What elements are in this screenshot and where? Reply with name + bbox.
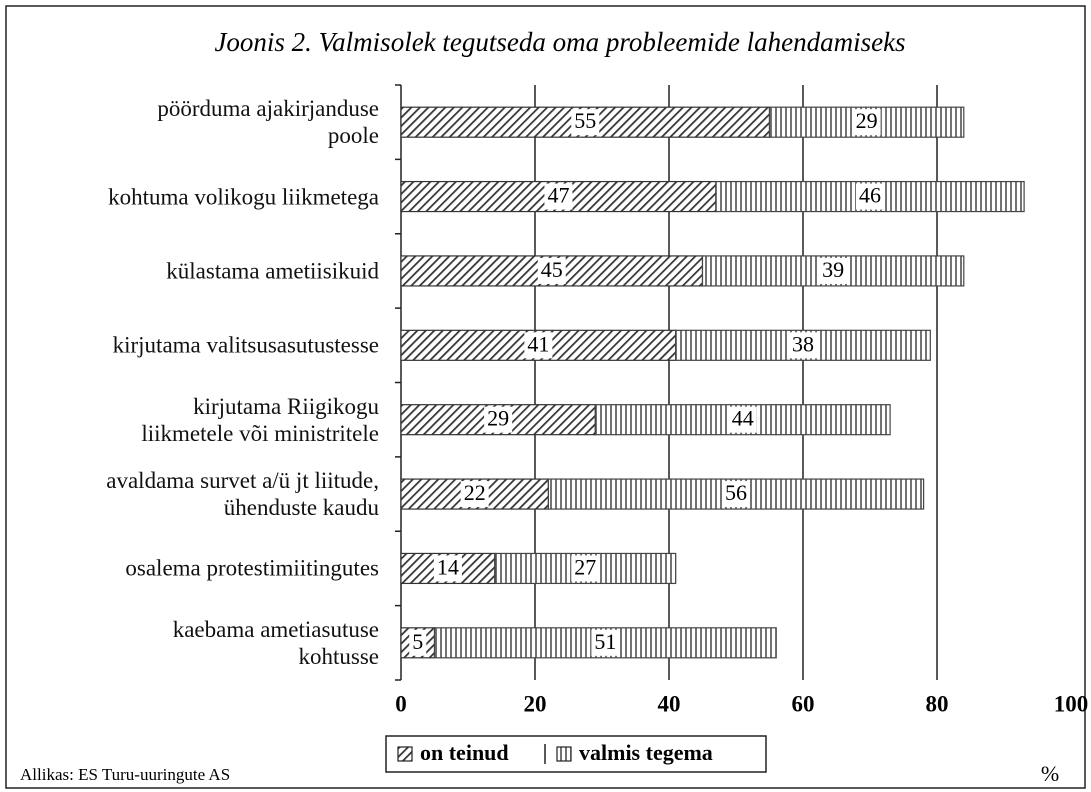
value-label: 39: [822, 257, 844, 282]
x-tick-label: 100: [1054, 691, 1089, 716]
value-label-bg: [591, 629, 620, 656]
value-label: 5: [412, 629, 423, 654]
value-label: 44: [732, 406, 754, 431]
value-label-bg: [722, 481, 750, 508]
value-label-bg: [484, 406, 513, 433]
value-label-bg: [524, 332, 553, 359]
value-label: 56: [725, 480, 747, 505]
axis-unit: %: [1041, 761, 1059, 786]
category-label: kirjutama valitsusasutustesse: [112, 332, 379, 358]
category-label: pöörduma ajakirjanduse poole: [157, 96, 379, 149]
value-label: 29: [856, 108, 878, 133]
x-tick-label: 40: [658, 691, 681, 716]
legend-label: on teinud: [420, 740, 509, 765]
value-label-bg: [460, 481, 489, 508]
category-label: osalema protestimiitingutes: [125, 555, 379, 581]
value-label: 22: [464, 480, 486, 505]
x-tick-label: 60: [792, 691, 815, 716]
value-label-bg: [537, 257, 566, 284]
legend-swatch: [397, 746, 413, 762]
value-label: 47: [547, 183, 569, 208]
value-label: 29: [487, 406, 509, 431]
value-label: 51: [594, 629, 616, 654]
category-label: külastama ametiisikuid: [166, 258, 379, 284]
value-label-bg: [856, 183, 884, 210]
value-label-bg: [571, 555, 600, 582]
frame: [5, 5, 1086, 789]
legend: [385, 735, 767, 773]
x-tick-label: 0: [395, 691, 407, 716]
value-label-bg: [819, 257, 848, 284]
chart-title: Joonis 2. Valmisolek tegutseda oma probl…: [214, 27, 905, 57]
value-label: 45: [541, 257, 563, 282]
value-label-bg: [433, 555, 462, 582]
x-tick-label: 20: [524, 691, 547, 716]
category-label: avaldama survet a/ü jt liitude, ühendust…: [106, 468, 379, 521]
category-label: kohtuma volikogu liikmetega: [108, 184, 379, 210]
legend-swatch: [556, 746, 572, 762]
value-label: 41: [527, 331, 549, 356]
value-label-bg: [409, 629, 427, 656]
value-label-bg: [544, 183, 573, 210]
source: Allikas: ES Turu-uuringute AS: [20, 765, 230, 784]
x-tick-label: 80: [926, 691, 949, 716]
value-label-bg: [789, 332, 817, 359]
category-label: kaebama ametiasutuse kohtusse: [172, 616, 379, 669]
value-label: 27: [574, 554, 596, 579]
legend-label: valmis tegema: [579, 740, 713, 765]
category-label: kirjutama Riigikogu liikmetele või minis…: [141, 393, 379, 446]
value-label: 38: [792, 331, 814, 356]
value-label: 55: [574, 108, 596, 133]
value-label: 46: [859, 183, 881, 208]
value-label-bg: [571, 109, 600, 136]
value-label-bg: [728, 406, 757, 433]
value-label: 14: [437, 554, 459, 579]
value-label-bg: [852, 109, 881, 136]
